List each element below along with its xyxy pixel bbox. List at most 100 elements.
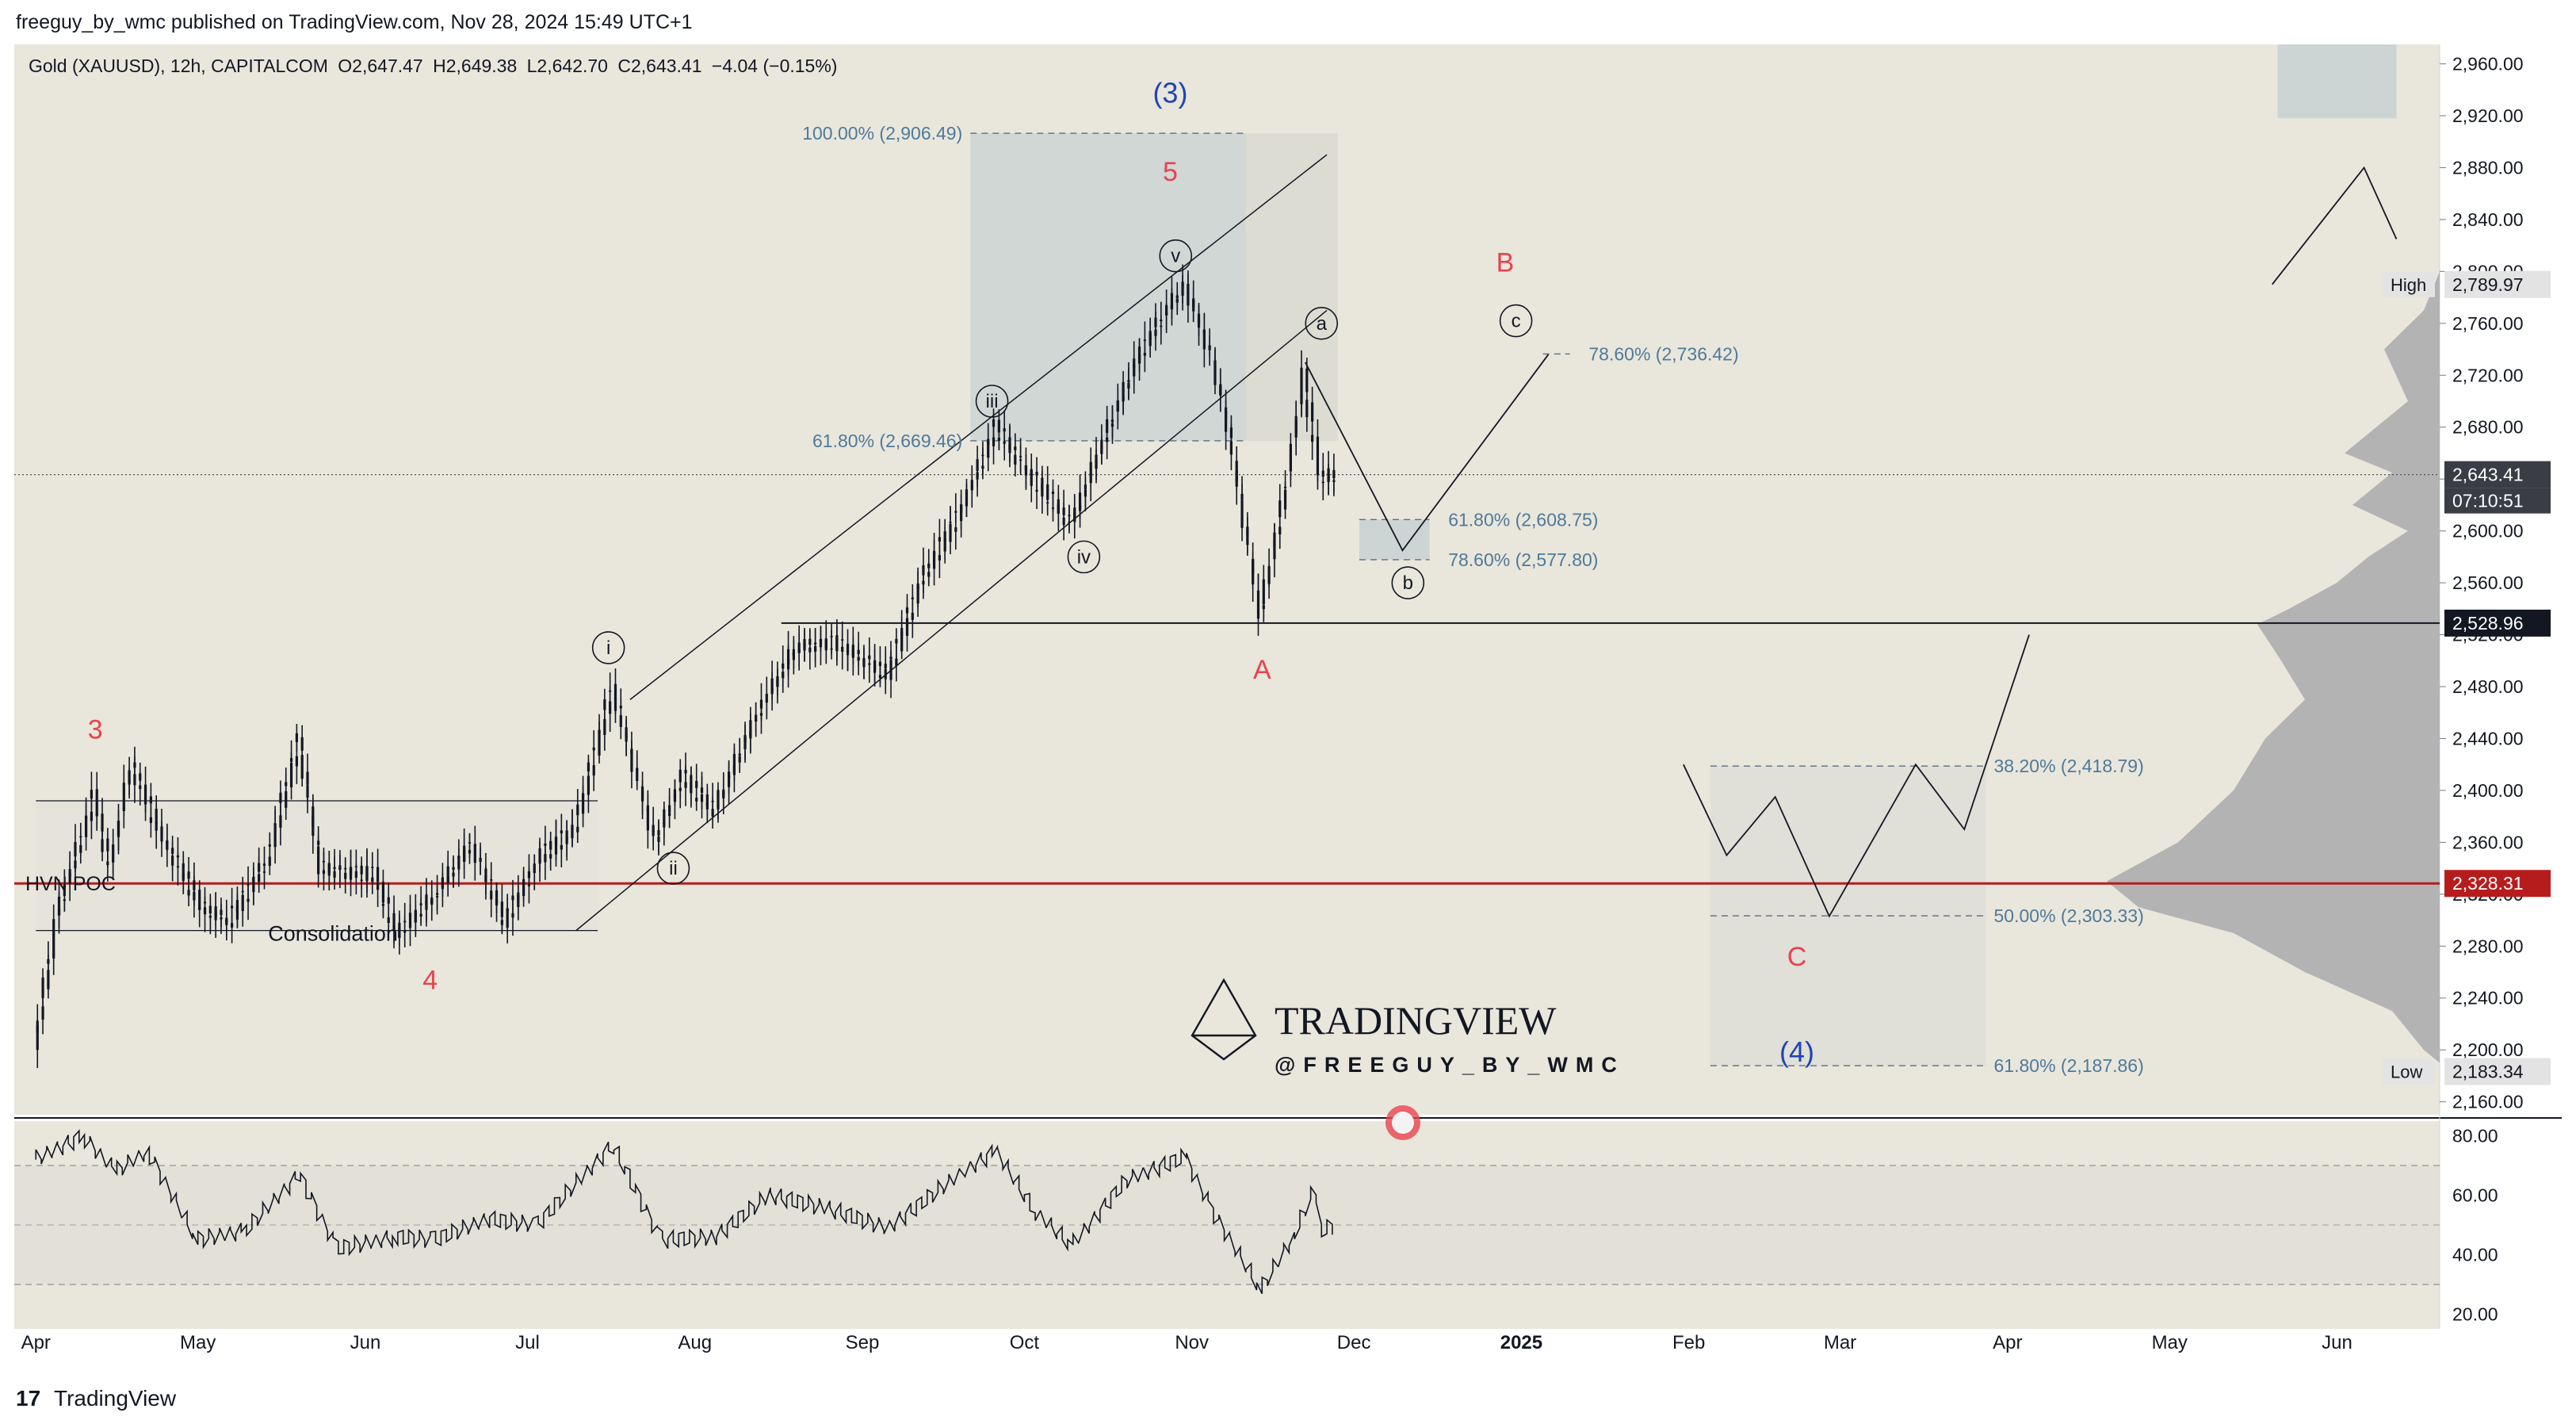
wave-3-degree-label: (3) <box>1152 77 1187 109</box>
candle-body <box>965 489 969 502</box>
candle-body <box>592 765 595 776</box>
candle-body <box>1062 517 1065 525</box>
candle-body <box>1133 358 1136 377</box>
candle-body <box>911 597 914 599</box>
candle-body <box>252 878 255 886</box>
candle-body <box>500 901 503 917</box>
candle-body <box>171 856 174 866</box>
candle-body <box>1084 489 1087 497</box>
candle-body <box>938 537 941 542</box>
wave-4-label: 4 <box>422 965 438 995</box>
candle-body <box>381 903 385 906</box>
candle-body <box>414 911 417 923</box>
candle-body <box>63 885 66 897</box>
candle-body <box>1246 529 1249 545</box>
sub-wave-c-label: c <box>1512 311 1521 332</box>
channel-upper-line <box>629 154 1328 700</box>
candle-body <box>609 690 612 692</box>
candle-body <box>700 794 704 802</box>
poc-price-tag-bg <box>2444 870 2551 898</box>
candle-body <box>592 747 595 751</box>
candle-body <box>41 977 44 998</box>
candle-body <box>765 701 768 703</box>
candle-body <box>279 815 282 828</box>
candle-body <box>630 749 633 772</box>
candle-body <box>1197 313 1201 323</box>
candle-body <box>565 830 568 840</box>
time-axis-label: Mar <box>1824 1332 1856 1353</box>
time-axis-label: Dec <box>1337 1332 1371 1353</box>
publish-header: freeguy_by_wmc published on TradingView.… <box>0 0 2576 44</box>
sub-wave-b-label: b <box>1403 572 1413 594</box>
candle-body <box>695 781 698 788</box>
close-value: C2,643.41 <box>617 56 702 76</box>
candle-body <box>203 901 207 904</box>
candle-body <box>473 845 476 863</box>
chart-canvas[interactable]: 100.00% (2,906.49) 61.80% (2,669.46) 78.60… <box>14 44 2562 1370</box>
candle-body <box>1181 284 1184 296</box>
candle-body <box>435 893 439 895</box>
candle-body <box>636 768 639 782</box>
candle-body <box>792 652 795 660</box>
projection-path-c <box>1683 634 2030 918</box>
time-axis-label: May <box>2152 1332 2188 1353</box>
candle-body <box>430 899 434 903</box>
candle-body <box>603 718 606 735</box>
time-axis-label: Oct <box>1010 1332 1040 1353</box>
low-price-tag: 2,183.34 <box>2452 1061 2524 1081</box>
price-axis-label: 2,600.00 <box>2452 521 2524 542</box>
price-axis-label: 2,160.00 <box>2452 1092 2524 1112</box>
candle-body <box>1256 590 1260 619</box>
candle-body <box>57 896 61 916</box>
wave-b-target-box <box>1359 519 1430 560</box>
candle-body <box>398 922 401 937</box>
candle-body <box>684 782 687 788</box>
candle-body <box>609 701 612 714</box>
candle-body <box>727 775 731 787</box>
sub-wave-circle <box>975 385 1009 418</box>
open-value: O2,647.47 <box>338 56 423 76</box>
candle-body <box>905 618 909 636</box>
candle-body <box>193 891 196 901</box>
top-target-box <box>2277 44 2397 119</box>
support-price-tag-bg <box>2444 609 2551 637</box>
countdown-tag: 07:10:51 <box>2452 491 2524 511</box>
candle-body <box>1267 566 1271 576</box>
candle-body <box>1143 339 1146 341</box>
candle-body <box>68 873 71 877</box>
fib-extension-box <box>970 133 1246 441</box>
candle-body <box>1008 443 1011 450</box>
rsi-axis-label: 20.00 <box>2452 1303 2498 1324</box>
candle-body <box>1316 469 1320 476</box>
candle-body <box>112 844 115 863</box>
poc-price-tag: 2,328.31 <box>2452 873 2524 894</box>
price-axis-label: 2,200.00 <box>2452 1039 2524 1060</box>
channel-lower-line <box>575 309 1328 932</box>
sub-wave-circle <box>1159 239 1193 273</box>
candle-body <box>106 838 109 852</box>
low-value: L2,642.70 <box>526 56 608 76</box>
time-axis-label: Jul <box>515 1332 540 1353</box>
candle-body <box>889 656 892 660</box>
candle-body <box>220 909 223 915</box>
candle-body <box>657 836 660 842</box>
candle-body <box>133 774 136 786</box>
candle-body <box>1224 407 1228 432</box>
chart-frame[interactable]: 100.00% (2,906.49) 61.80% (2,669.46) 78.60… <box>14 44 2562 1370</box>
candle-body <box>1014 454 1017 465</box>
candle-body <box>544 843 547 846</box>
candle-body <box>1187 283 1190 306</box>
candle-body <box>52 919 55 930</box>
time-axis-label: Feb <box>1672 1332 1705 1353</box>
candle-body <box>803 643 806 647</box>
candle-body <box>511 913 514 918</box>
sub-wave-a-label: a <box>1317 313 1328 335</box>
volume-profile <box>2107 180 2440 1063</box>
candle-body <box>1192 298 1195 312</box>
candle-body <box>759 699 763 709</box>
price-axis-label: 2,920.00 <box>2452 105 2524 126</box>
candle-body <box>1262 579 1265 605</box>
candle-body <box>1305 368 1309 392</box>
candle-body <box>1311 434 1314 442</box>
candle-body <box>1175 298 1179 303</box>
